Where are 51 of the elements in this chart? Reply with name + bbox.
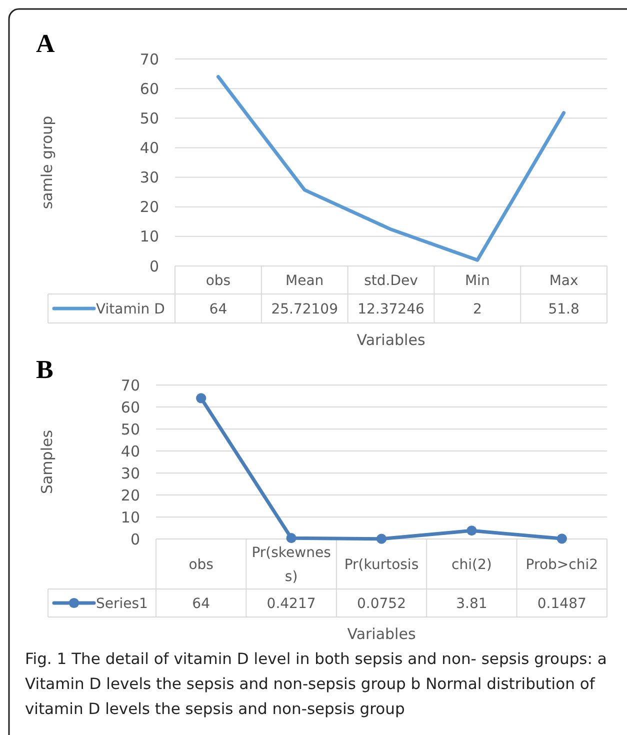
y-tick-label: 70	[120, 376, 140, 394]
x-tick-label: Mean	[286, 272, 324, 289]
point	[196, 393, 206, 404]
chart-title: B	[36, 355, 54, 384]
y-tick-label: 50	[120, 420, 140, 438]
x-tick-label: chi(2)	[452, 556, 492, 573]
x-axis-title: Variables	[356, 331, 426, 349]
legend-label: Vitamin D	[96, 301, 165, 318]
y-tick-label: 40	[120, 442, 140, 460]
y-tick-label: 40	[140, 138, 159, 157]
data-label: 64	[192, 596, 210, 612]
x-tick-label: std.Dev	[364, 272, 418, 289]
data-label: 0.4217	[266, 596, 316, 612]
y-tick-label: 10	[120, 508, 140, 526]
point	[556, 534, 567, 544]
y-tick-label: 30	[120, 464, 140, 482]
point	[286, 533, 296, 544]
point	[466, 526, 477, 536]
data-label: 3.81	[456, 596, 488, 612]
line-series	[216, 74, 566, 262]
y-axis-title: Samples	[38, 430, 56, 494]
data-label: 0.0752	[357, 596, 406, 612]
x-tick-label: Max	[549, 272, 578, 289]
x-tick-label: Prob>chi2	[526, 556, 598, 573]
y-tick-label: 10	[140, 228, 159, 246]
y-tick-label: 50	[140, 109, 159, 128]
y-tick-label: 20	[120, 486, 140, 504]
x-tick-label: Pr(kurtosis	[344, 556, 419, 573]
x-tick-label: obs	[188, 556, 214, 573]
y-tick-label: 60	[140, 80, 159, 98]
caption: Fig. 1 The detail of vitamin D level in both sepsis and non- sepsis groups: a Vitamin D levels the sepsis and non-sepsis group b Normal distribution of vitamin D levels the sepsis and non-sepsis group	[25, 650, 607, 718]
y-tick-label: 60	[120, 398, 140, 416]
y-tick-label: 0	[149, 257, 159, 276]
y-axis-title: samle group	[38, 116, 56, 210]
x-axis-title: Variables	[347, 625, 416, 643]
data-label: 64	[209, 301, 228, 318]
x-tick-label: Pr(skewness)	[252, 544, 331, 585]
y-tick-label: 70	[140, 50, 159, 68]
data-label: 2	[472, 301, 482, 318]
data-label: 0.1487	[537, 596, 586, 612]
data-label: 51.8	[548, 301, 580, 318]
chart-title: A	[36, 29, 55, 58]
x-tick-label: obs	[206, 272, 231, 289]
y-tick-label: 0	[130, 530, 140, 548]
data-label: 12.37246	[358, 301, 424, 318]
legend-label: Series1	[96, 596, 148, 612]
point	[376, 534, 387, 544]
x-tick-label: Min	[464, 272, 490, 289]
y-tick-label: 30	[140, 168, 159, 187]
y-tick-label: 20	[140, 198, 159, 216]
data-label: 25.72109	[271, 301, 338, 318]
